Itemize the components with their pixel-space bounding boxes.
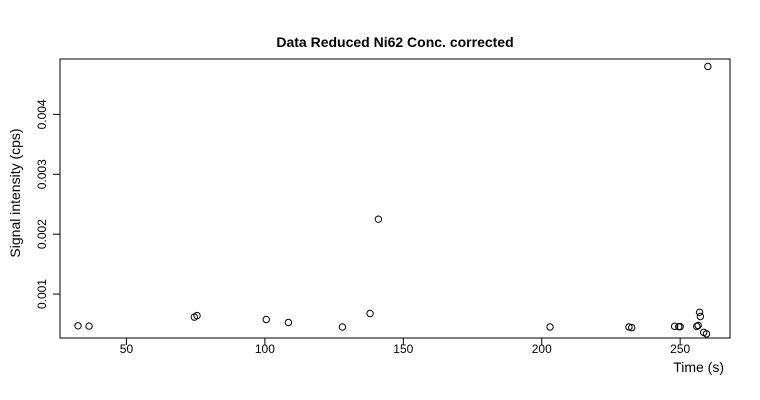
data-point: [695, 308, 704, 317]
data-point: [284, 318, 293, 327]
y-axis-label: Signal intensity (cps): [7, 128, 23, 257]
data-point: [676, 322, 684, 331]
y-tick-label: 0.003: [35, 159, 49, 189]
plot-area-frame: [59, 58, 731, 339]
x-axis: 50 100 150 200 250: [120, 337, 690, 356]
x-axis-label: Time (s): [673, 359, 724, 375]
data-point: [694, 321, 702, 330]
data-point: [85, 322, 93, 330]
data-point: [374, 215, 383, 223]
y-tick-label: 0.004: [35, 99, 49, 129]
chart-title: Data Reduced Ni62 Conc. corrected: [276, 34, 513, 50]
data-point: [696, 312, 705, 321]
data-point: [338, 323, 347, 331]
x-tick-label: 250: [670, 342, 690, 356]
y-tick-label: 0.001: [35, 279, 49, 309]
data-point: [704, 62, 712, 71]
data-points: [74, 62, 712, 338]
data-point: [625, 323, 633, 331]
data-point: [366, 309, 374, 318]
data-point: [262, 315, 270, 324]
data-point: [628, 323, 636, 332]
data-point: [193, 311, 201, 320]
x-tick-label: 100: [255, 342, 275, 356]
data-point: [546, 323, 554, 331]
x-tick-label: 50: [120, 342, 134, 356]
data-point: [74, 322, 82, 330]
data-point: [702, 330, 711, 338]
y-tick-label: 0.002: [35, 219, 49, 249]
data-point: [693, 322, 701, 331]
y-axis: 0.001 0.002 0.003 0.004: [35, 99, 61, 309]
data-point: [670, 322, 679, 331]
x-tick-label: 150: [393, 342, 413, 356]
x-tick-label: 200: [532, 342, 552, 356]
